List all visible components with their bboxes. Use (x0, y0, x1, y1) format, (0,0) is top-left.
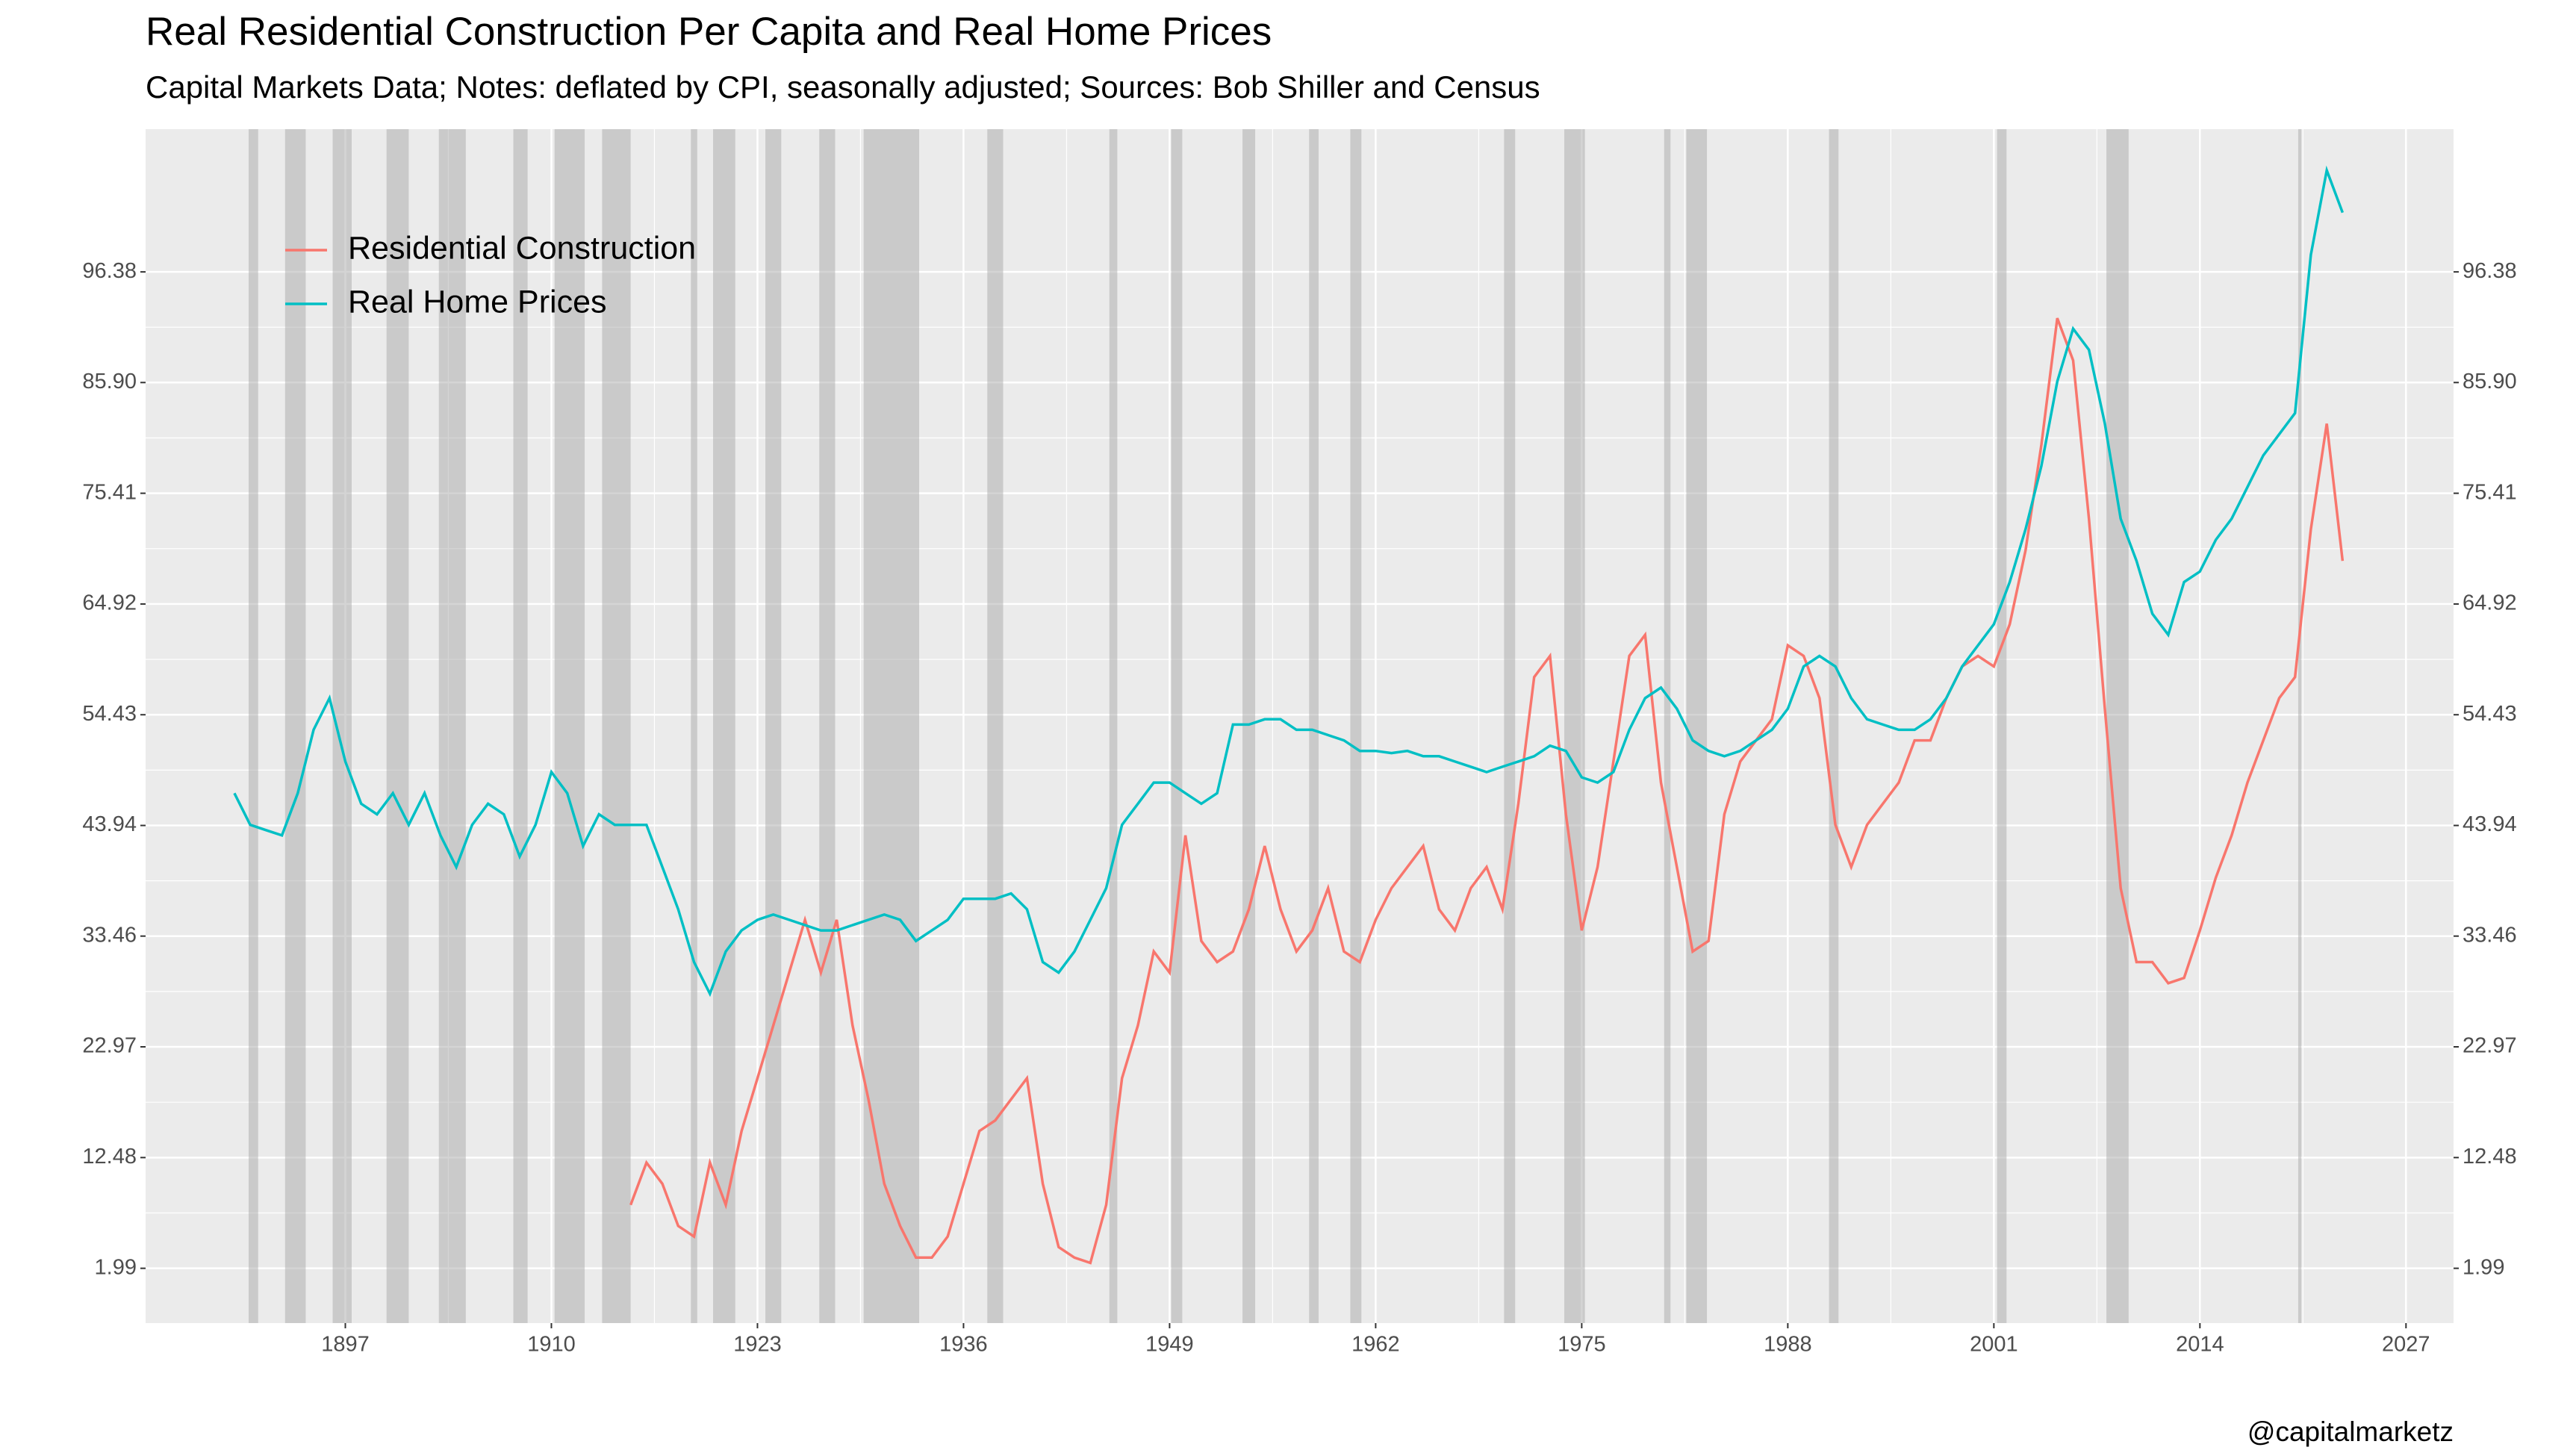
x-tick-label: 1962 (1351, 1333, 1400, 1357)
recession-band (2106, 129, 2129, 1323)
x-tick-label: 2027 (2382, 1333, 2430, 1357)
y-tick-label: 12.48 (82, 1145, 137, 1169)
recession-band (819, 129, 836, 1323)
recession-band (765, 129, 782, 1323)
y2-tick-label: 64.92 (2463, 591, 2517, 615)
recession-band (386, 129, 409, 1323)
legend-label: Real Home Prices (348, 284, 607, 320)
x-tick-label: 1923 (733, 1333, 782, 1357)
recession-band (1109, 129, 1118, 1323)
recession-band (438, 129, 466, 1323)
y2-tick-label: 12.48 (2463, 1145, 2517, 1169)
recession-band (554, 129, 585, 1323)
y-tick-label: 75.41 (82, 480, 137, 504)
recession-band (1504, 129, 1516, 1323)
recession-band (602, 129, 631, 1323)
y2-tick-label: 1.99 (2463, 1255, 2504, 1279)
recession-band (248, 129, 258, 1323)
y-tick-label: 1.99 (95, 1255, 137, 1279)
y2-tick-label: 43.94 (2463, 812, 2517, 836)
y-tick-label: 43.94 (82, 812, 137, 836)
y-tick-label: 85.90 (82, 370, 137, 393)
recession-band (1350, 129, 1362, 1323)
y2-tick-label: 54.43 (2463, 702, 2517, 726)
x-tick-label: 1910 (527, 1333, 576, 1357)
recession-band (691, 129, 697, 1323)
y2-tick-label: 85.90 (2463, 370, 2517, 393)
x-tick-label: 1949 (1145, 1333, 1194, 1357)
recession-band (1829, 129, 1839, 1323)
x-tick-label: 1975 (1558, 1333, 1606, 1357)
chart-subtitle: Capital Markets Data; Notes: deflated by… (146, 69, 1540, 105)
recession-band (1664, 129, 1671, 1323)
x-tick-label: 2014 (2176, 1333, 2224, 1357)
y2-tick-label: 22.97 (2463, 1034, 2517, 1058)
recession-band (1309, 129, 1319, 1323)
x-tick-label: 2001 (1970, 1333, 2018, 1357)
plot-background (146, 129, 2454, 1323)
chart-title: Real Residential Construction Per Capita… (146, 10, 1272, 54)
x-tick-label: 1988 (1764, 1333, 1812, 1357)
recession-band (1171, 129, 1183, 1323)
legend-label: Residential Construction (348, 230, 696, 266)
recession-band (1564, 129, 1585, 1323)
y-tick-label: 96.38 (82, 259, 137, 283)
recession-band (284, 129, 306, 1323)
recession-band (2297, 129, 2302, 1323)
recession-band (1997, 129, 2007, 1323)
x-tick-label: 1897 (321, 1333, 370, 1357)
y-tick-label: 64.92 (82, 591, 137, 615)
y-tick-label: 22.97 (82, 1034, 137, 1058)
y2-tick-label: 33.46 (2463, 923, 2517, 947)
y-tick-label: 54.43 (82, 702, 137, 726)
recession-band (863, 129, 919, 1323)
line (629, 317, 2345, 1265)
recession-band (987, 129, 1004, 1323)
recession-band (513, 129, 528, 1323)
y2-tick-label: 75.41 (2463, 480, 2517, 504)
recession-band (1686, 129, 1708, 1323)
y2-tick-label: 96.38 (2463, 259, 2517, 283)
x-tick-label: 1936 (939, 1333, 988, 1357)
line (233, 165, 2345, 998)
caption: @capitalmarketz (2247, 1416, 2454, 1447)
recession-band (713, 129, 735, 1323)
recession-band (1242, 129, 1256, 1323)
y-tick-label: 33.46 (82, 923, 137, 947)
